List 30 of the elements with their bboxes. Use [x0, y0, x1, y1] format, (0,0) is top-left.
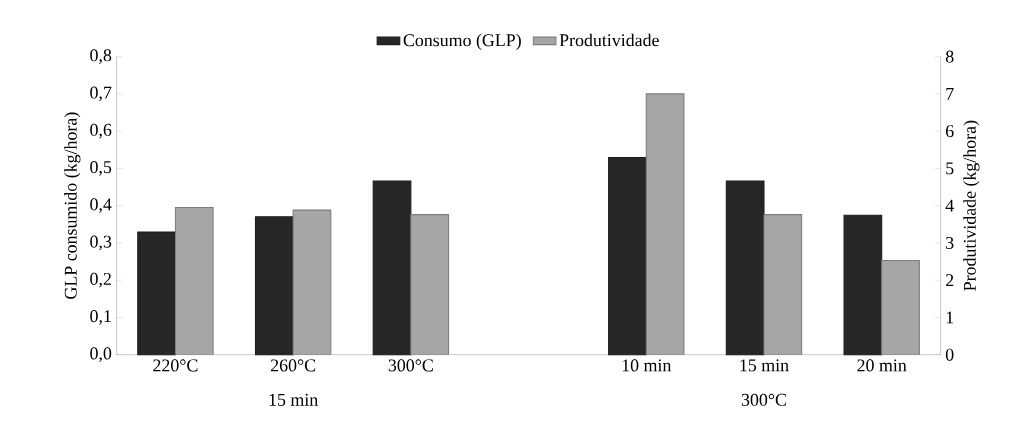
- y2-tick-label: 5: [946, 162, 954, 175]
- y-tick-label: 0,5: [90, 161, 112, 176]
- y2-tick-label: 4: [945, 199, 954, 212]
- y2-tick-label: 0: [945, 348, 954, 361]
- text: 15 min: [269, 393, 318, 406]
- y-tick-label: 0,7: [90, 86, 112, 102]
- y-axis-title: GLP consumido (kg/hora): [64, 112, 81, 299]
- x-tick-label: 260°C: [270, 359, 316, 372]
- y2-axis-title: Produtividade (kg/hora): [963, 120, 980, 291]
- y-tick-label: 0,8: [90, 49, 112, 64]
- x-tick-label: 10 min: [622, 359, 672, 372]
- x-tick-label: 15 min: [740, 359, 789, 372]
- y2-tick-label: 3: [946, 236, 954, 249]
- x-tick-label: 220°C: [153, 359, 198, 372]
- legend-label: Produtividade: [559, 33, 659, 47]
- x-tick-label: 300°C: [388, 359, 433, 372]
- y-tick-label: 0,0: [90, 347, 112, 362]
- y-tick-label: 0,1: [90, 310, 111, 325]
- y2-tick-label: 8: [945, 50, 954, 63]
- y-tick-label: 0,6: [90, 123, 112, 139]
- y-tick-label: 0,4: [90, 198, 112, 213]
- legend-label: Consumo (GLP): [403, 33, 521, 50]
- y-tick-label: 0,2: [90, 272, 111, 288]
- text: 300°C: [741, 393, 786, 406]
- y2-tick-label: 1: [946, 311, 954, 324]
- y-tick-label: 0,3: [90, 235, 112, 251]
- y2-tick-label: 7: [946, 87, 954, 100]
- y2-tick-label: 6: [946, 125, 954, 138]
- x-tick-label: 20 min: [857, 359, 907, 372]
- y2-tick-label: 2: [946, 274, 954, 287]
